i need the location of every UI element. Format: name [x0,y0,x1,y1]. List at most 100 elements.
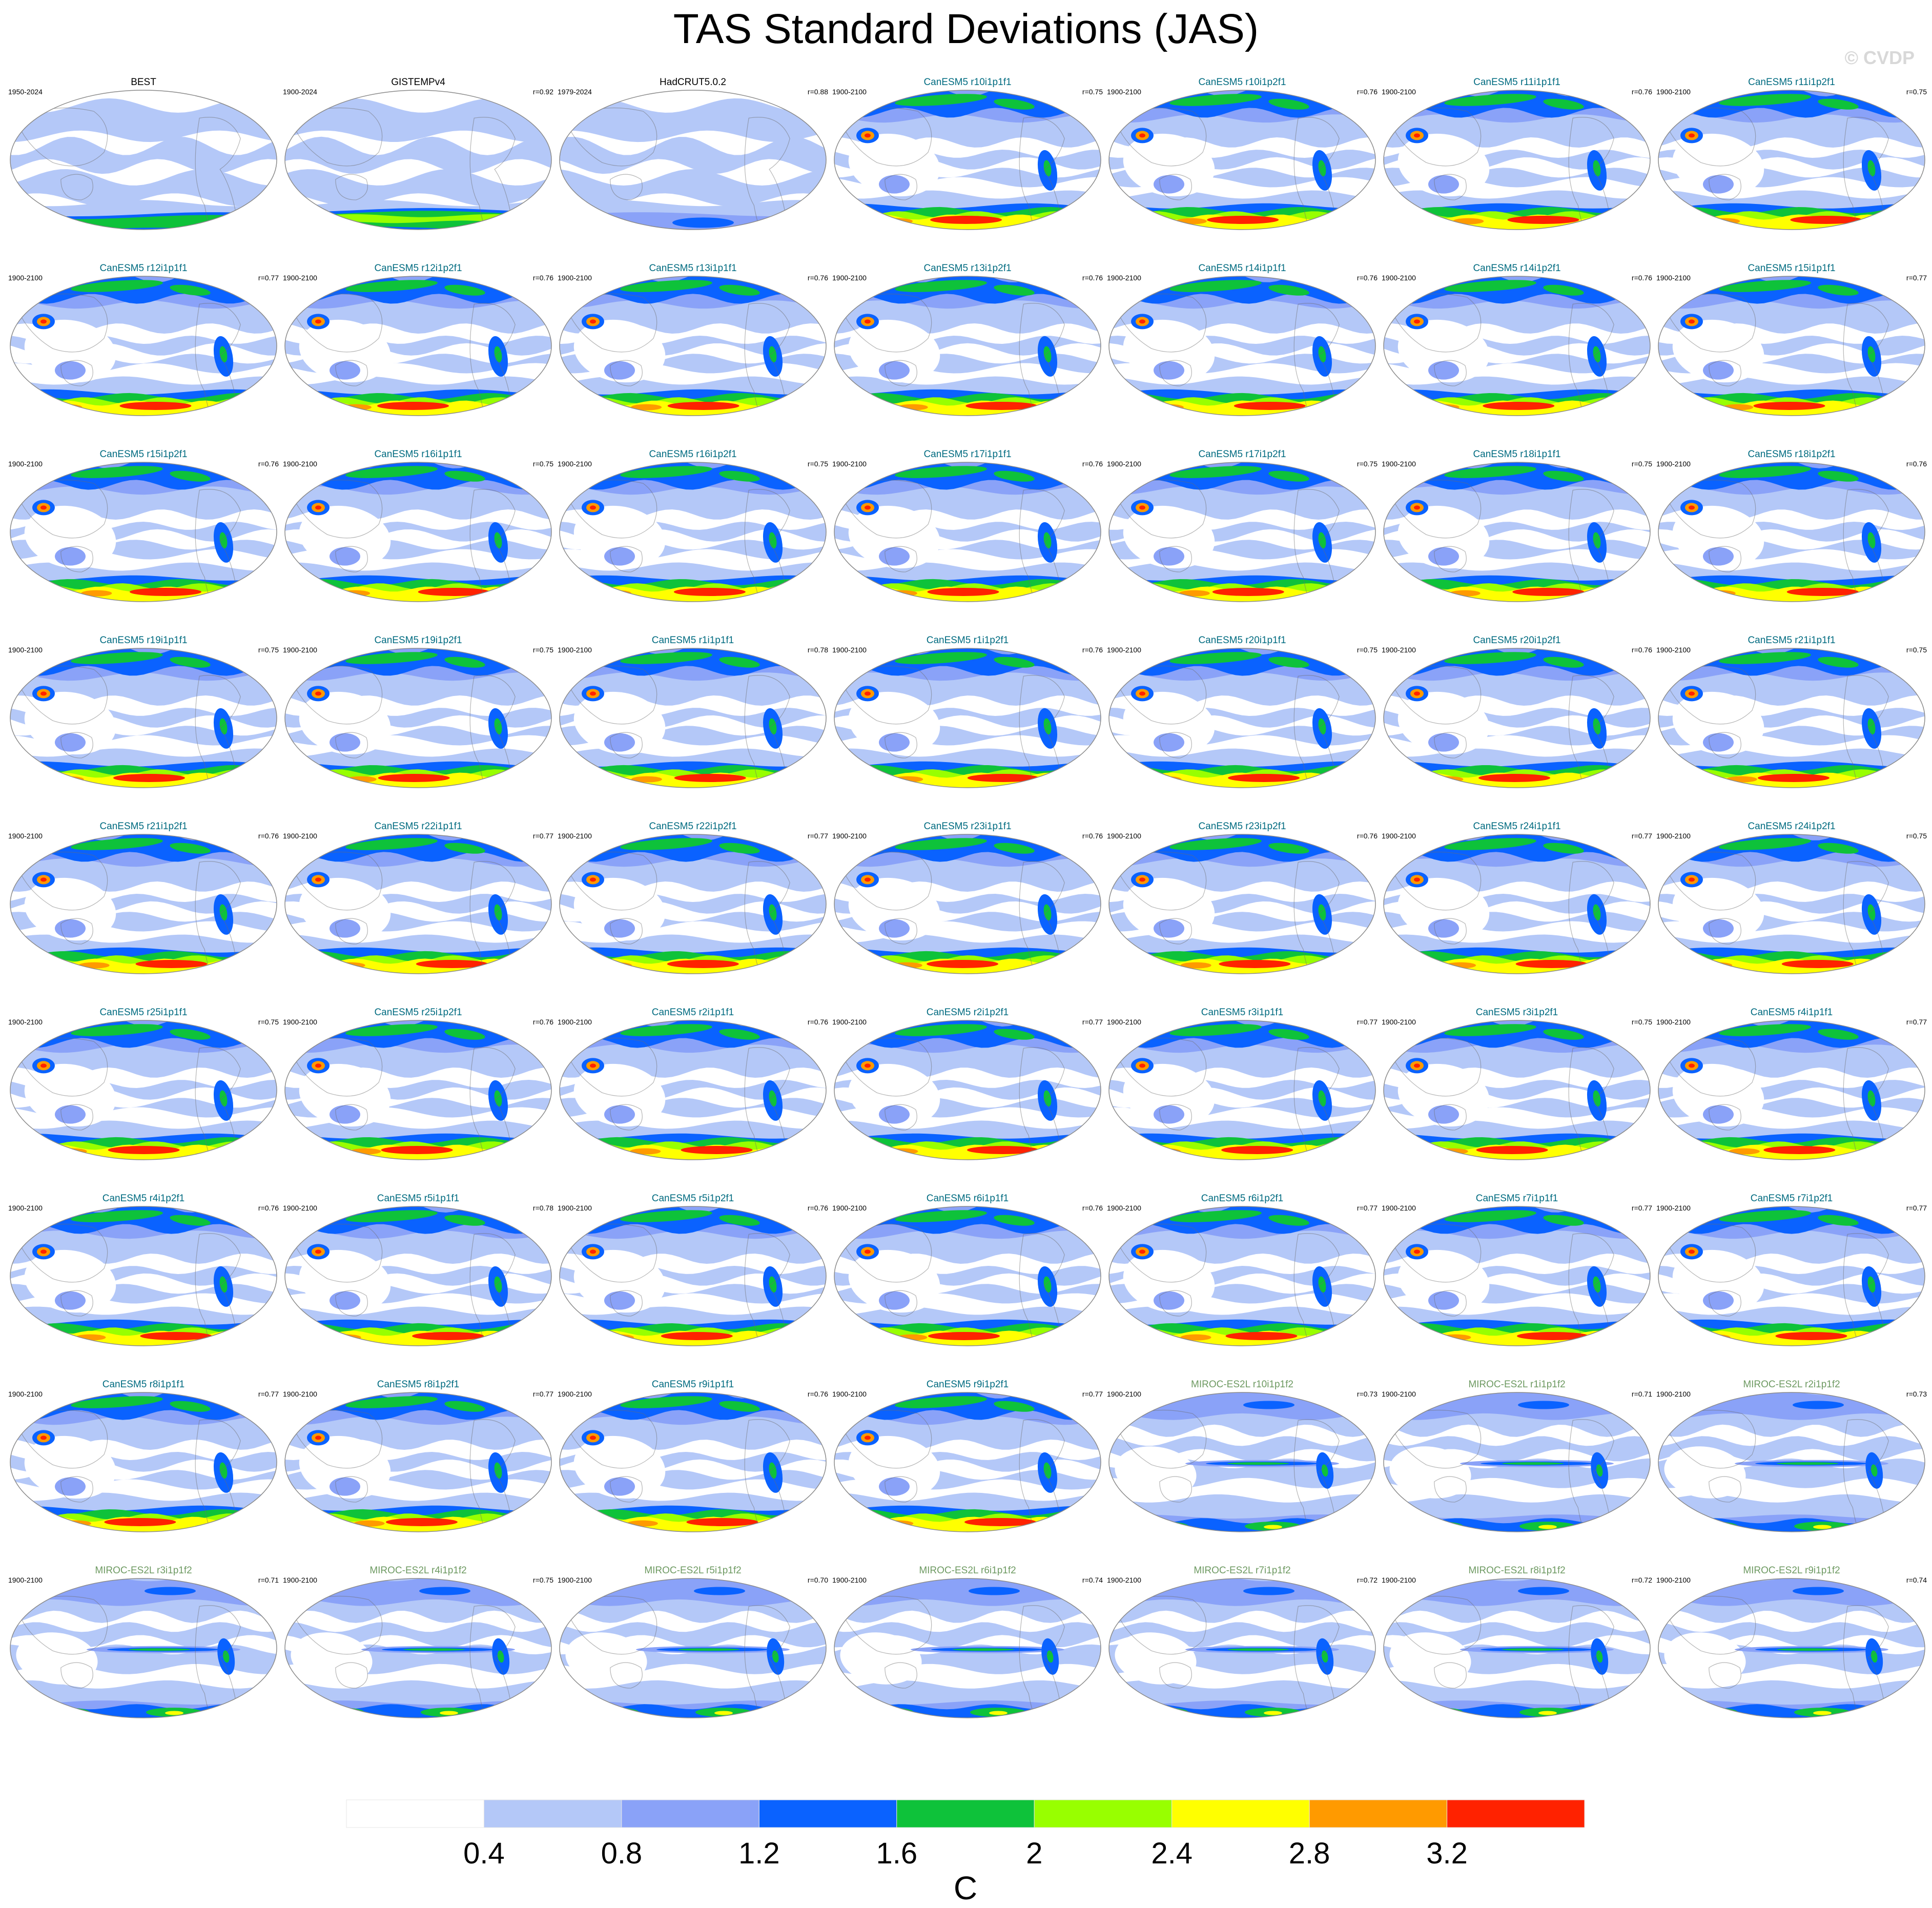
map-field [285,276,551,416]
panel-period: 1900-2100 [1656,274,1691,282]
map-field [834,648,1101,788]
panel-title: CanESM5 r11i1p2f1 [1748,77,1835,88]
map-outline [10,834,277,974]
panel-period: 1900-2100 [1656,832,1691,840]
colorbar-swatch [621,1799,759,1828]
map-field [285,462,551,602]
panel-period: 1900-2100 [1107,460,1141,468]
panel-period: 1900-2100 [832,1390,867,1398]
colorbar-swatch [1447,1799,1585,1828]
panel-period: 1900-2100 [283,274,317,282]
panel-title: CanESM5 r23i1p1f1 [923,821,1011,832]
panel-correlation: r=0.76 [808,1390,828,1398]
map-outline [1658,1578,1925,1718]
panel-title: HadCRUT5.0.2 [660,77,726,88]
map-panel: CanESM5 r22i1p2f1 1900-2100 r=0.77 [558,821,828,974]
map-field [834,1392,1101,1532]
panel-title: CanESM5 r15i1p2f1 [99,449,187,460]
map-outline [1383,648,1651,788]
map-outline [559,1020,827,1160]
map-outline [10,276,277,416]
map-outline [1108,834,1376,974]
map-field [1658,276,1925,416]
panel-correlation: r=0.76 [258,832,279,840]
panel-correlation: r=0.76 [1082,460,1103,468]
map-panel: CanESM5 r16i1p1f1 1900-2100 r=0.75 [283,449,553,602]
panel-period: 1900-2100 [283,646,317,654]
map-panel: CanESM5 r24i1p1f1 1900-2100 r=0.77 [1382,821,1652,974]
panel-title: CanESM5 r9i1p2f1 [927,1379,1009,1390]
map-panel: CanESM5 r22i1p1f1 1900-2100 r=0.77 [283,821,553,974]
panel-period: 1900-2100 [8,1204,43,1212]
panel-title: CanESM5 r25i1p2f1 [374,1007,462,1018]
panel-title: CanESM5 r17i1p1f1 [923,449,1011,460]
panel-title: GISTEMPv4 [391,77,445,88]
panel-title: CanESM5 r10i1p2f1 [1198,77,1286,88]
colorbar-swatch [1034,1799,1173,1828]
panel-title: CanESM5 r7i1p2f1 [1751,1193,1833,1204]
map-field [285,1392,551,1532]
map-panel: MIROC-ES2L r7i1p1f2 1900-2100 r=0.72 [1107,1565,1378,1718]
map-field [10,1578,277,1718]
map-panel: CanESM5 r4i1p1f1 1900-2100 r=0.77 [1656,1007,1927,1160]
panel-period: 1900-2100 [558,646,592,654]
map-field [1109,1392,1375,1532]
map-field [285,1206,551,1346]
panel-title: CanESM5 r21i1p2f1 [99,821,187,832]
map-outline [1108,1206,1376,1346]
panel-period: 1900-2100 [8,1390,43,1398]
panel-period: 1900-2100 [1656,1204,1691,1212]
panel-correlation: r=0.74 [1082,1576,1103,1584]
map-outline [1108,90,1376,230]
panel-title: CanESM5 r20i1p2f1 [1473,635,1560,646]
map-outline [284,1578,552,1718]
panel-title: CanESM5 r19i1p2f1 [374,635,462,646]
map-panel: CanESM5 r16i1p2f1 1900-2100 r=0.75 [558,449,828,602]
map-field [1658,1578,1925,1718]
colorbar-tick-label: 1.6 [876,1837,917,1870]
panel-correlation: r=0.76 [808,1018,828,1026]
colorbar-tick-label: 3.2 [1426,1837,1468,1870]
map-field [560,1578,826,1718]
panel-correlation: r=0.75 [533,646,553,654]
map-field [560,648,826,788]
panel-correlation: r=0.77 [1082,1018,1103,1026]
map-outline [1383,276,1651,416]
panel-title: MIROC-ES2L r9i1p1f2 [1743,1565,1840,1576]
map-outline [1658,90,1925,230]
map-panel: CanESM5 r10i1p2f1 1900-2100 r=0.76 [1107,77,1378,230]
map-panel: CanESM5 r21i1p2f1 1900-2100 r=0.76 [8,821,279,974]
panel-period: 1900-2100 [1656,1018,1691,1026]
panel-correlation: r=0.76 [1357,832,1378,840]
panel-title: MIROC-ES2L r6i1p1f2 [919,1565,1016,1576]
panel-correlation: r=0.76 [1632,274,1652,282]
map-panel: CanESM5 r7i1p2f1 1900-2100 r=0.77 [1656,1193,1927,1346]
map-outline [10,1392,277,1532]
map-outline [10,1578,277,1718]
map-panel: CanESM5 r13i1p1f1 1900-2100 r=0.76 [558,263,828,416]
panel-correlation: r=0.77 [1357,1018,1378,1026]
map-panel: CanESM5 r1i1p1f1 1900-2100 r=0.78 [558,635,828,788]
panel-period: 1900-2100 [1107,1204,1141,1212]
map-field [1384,276,1650,416]
panel-title: CanESM5 r8i1p2f1 [377,1379,460,1390]
panel-correlation: r=0.77 [1906,274,1927,282]
map-outline [559,1392,827,1532]
map-field [10,462,277,602]
panel-correlation: r=0.75 [533,1576,553,1584]
map-outline [1658,1020,1925,1160]
map-field [10,648,277,788]
map-panel: CanESM5 r11i1p2f1 1900-2100 r=0.75 [1656,77,1927,230]
map-outline [1383,1206,1651,1346]
map-panel: CanESM5 r7i1p1f1 1900-2100 r=0.77 [1382,1193,1652,1346]
map-outline [834,90,1101,230]
panel-title: CanESM5 r3i1p1f1 [1201,1007,1284,1018]
map-panel: CanESM5 r23i1p1f1 1900-2100 r=0.76 [832,821,1103,974]
panel-correlation: r=0.75 [1906,88,1927,96]
panel-title: CanESM5 r14i1p2f1 [1473,263,1560,274]
panel-title: CanESM5 r6i1p1f1 [927,1193,1009,1204]
map-outline [1383,90,1651,230]
panels-svg: BEST 1950-2024 GISTEMPv4 1900-2024 r=0.92 Had… [8,77,1927,1718]
map-field [1658,834,1925,974]
map-panel: CanESM5 r24i1p2f1 1900-2100 r=0.75 [1656,821,1927,974]
